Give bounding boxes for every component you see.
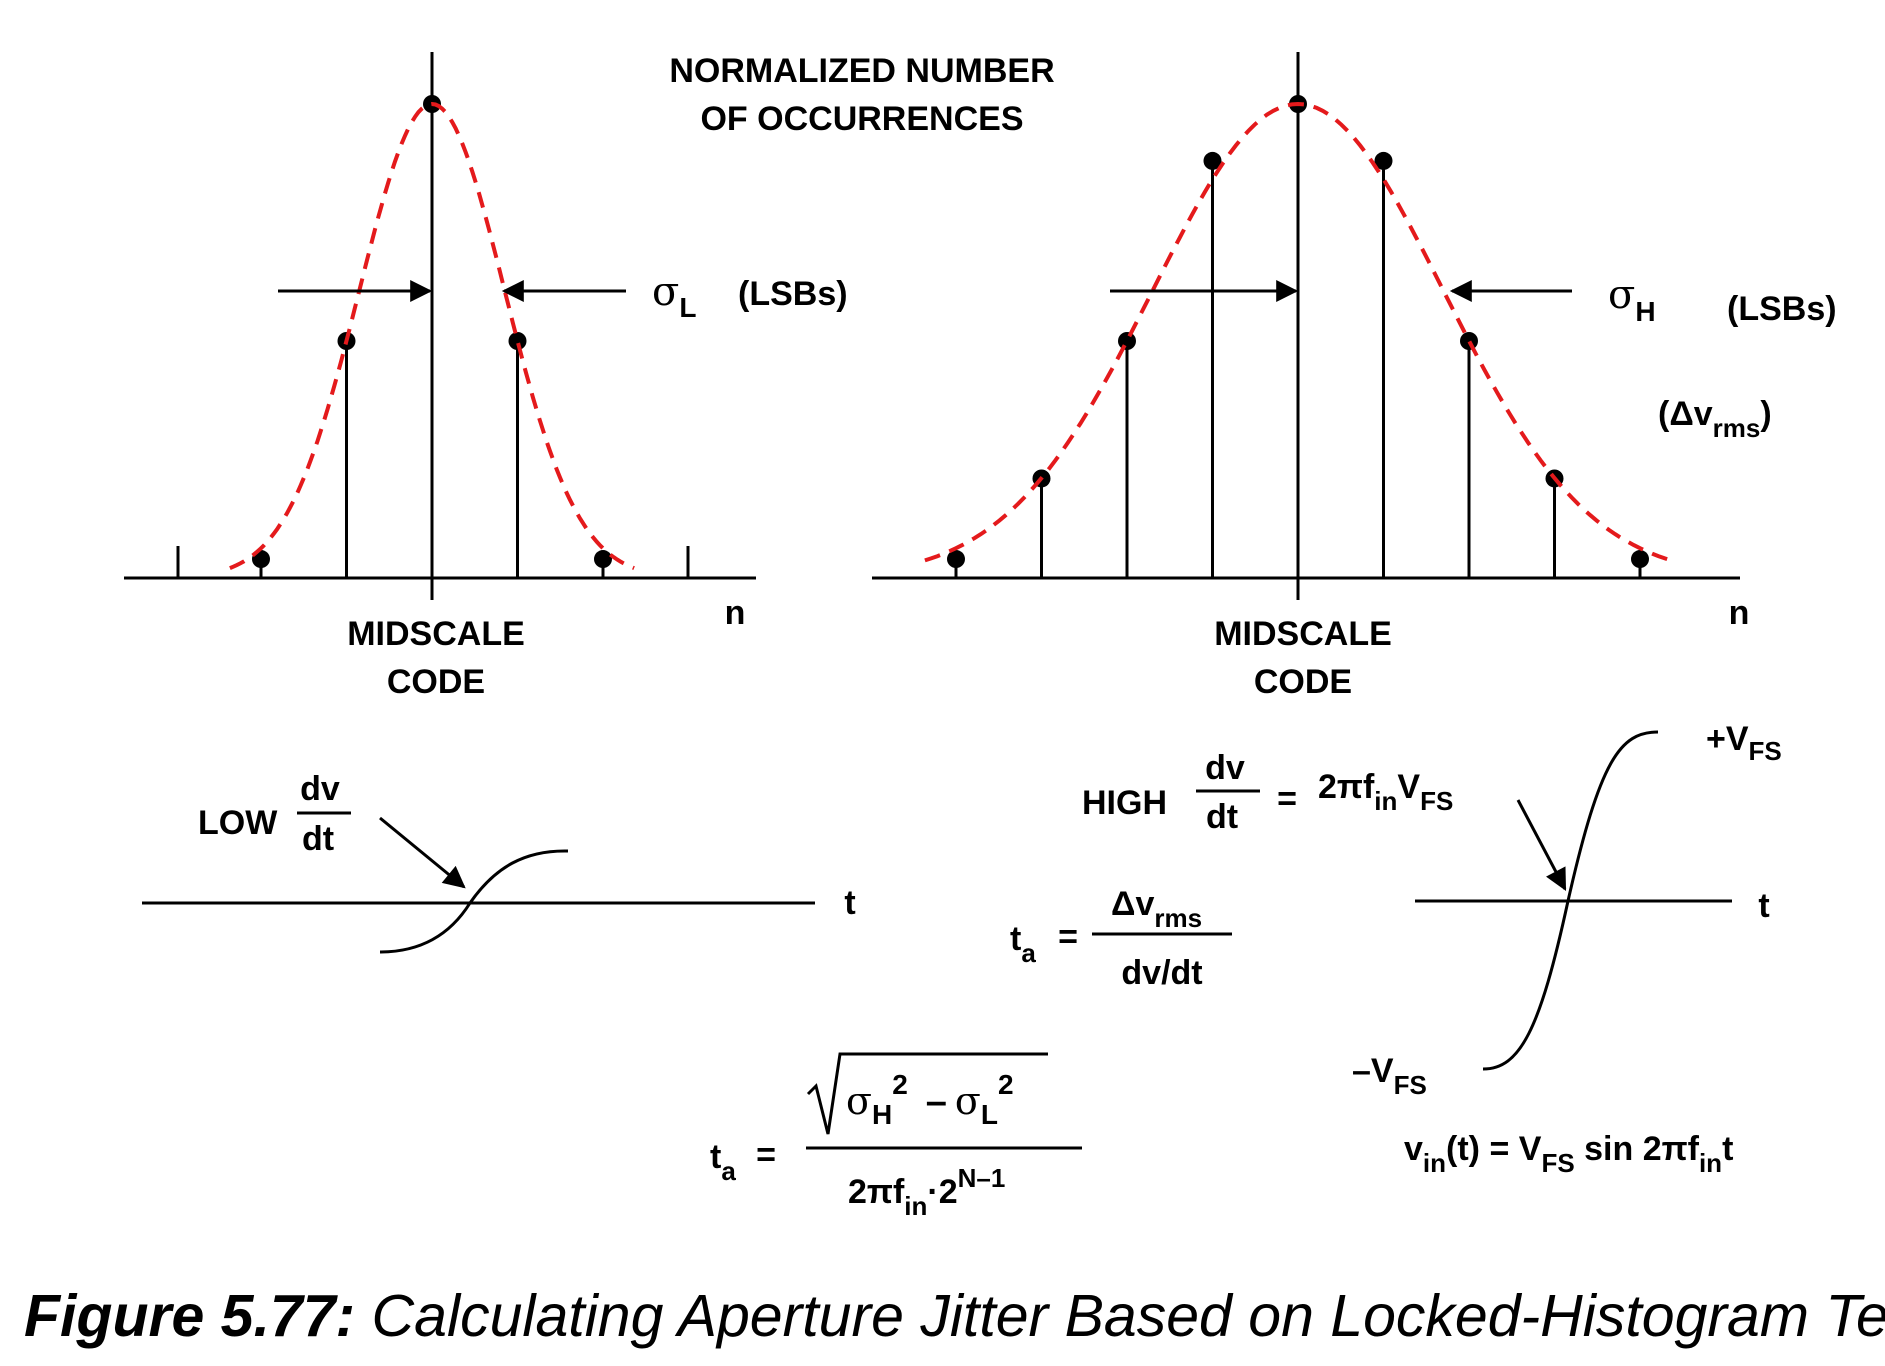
den-2pif: 2πf <box>848 1173 905 1211</box>
delta-v-close: ) <box>1760 395 1771 433</box>
right-histogram-point <box>1374 151 1393 170</box>
low-t-axis-label: t <box>844 884 855 922</box>
sigma-h-num-sub: H <box>872 1099 892 1130</box>
ta-sigma-t: t <box>710 1138 721 1176</box>
ta-dvdt-sub-a: a <box>1021 938 1036 968</box>
vin-sub-in-2: in <box>1699 1148 1722 1178</box>
left-gaussian-fit-curve <box>229 101 635 570</box>
right-histogram-point <box>1118 332 1136 350</box>
left-histogram-point <box>594 550 612 569</box>
vin-v: v <box>1404 1130 1423 1168</box>
figure-caption: Figure 5.77: Calculating Aperture Jitter… <box>24 1282 1885 1350</box>
header-line-2: OF OCCURRENCES <box>700 100 1023 138</box>
left-midscale-line-2: CODE <box>387 663 485 701</box>
ta-dvdt-equals: = <box>1058 918 1078 956</box>
sigma-h-num-sq: 2 <box>892 1069 908 1100</box>
vin-mid: (t) = V <box>1446 1130 1542 1168</box>
den-dot-2: ·2 <box>927 1173 957 1211</box>
low-slope-pointer-arrow <box>379 816 466 889</box>
minus-vfs-label: –VFS <box>1352 1052 1427 1100</box>
ta-dvdt-lhs: ta <box>1010 920 1036 968</box>
plus-vfs-sub: FS <box>1749 736 1782 766</box>
ta-sigma-sub-a: a <box>721 1156 736 1186</box>
sigma-l-subscript: L <box>679 292 696 323</box>
sigma-l-symbol: σ <box>652 269 679 315</box>
ta-dvdt-numerator: Δvrms <box>1111 885 1202 933</box>
right-n-axis-label: n <box>1729 594 1750 632</box>
delta-v-open: (Δv <box>1658 395 1713 433</box>
plus-vfs-label: +VFS <box>1706 720 1782 766</box>
high-slope-pointer-arrow <box>1516 799 1567 891</box>
low-dt-denominator: dt <box>302 820 334 858</box>
high-equals: = <box>1277 780 1297 818</box>
right-histogram-point <box>1203 151 1222 170</box>
high-slope-prefix: HIGH <box>1082 784 1167 822</box>
right-histogram-point <box>947 550 965 569</box>
ta-sigma-denominator: 2πfin·2N–1 <box>848 1163 1005 1221</box>
right-gaussian-fit-curve <box>924 101 1672 563</box>
high-slope-sine-wave <box>1482 730 1659 1071</box>
left-midscale-line-1: MIDSCALE <box>347 615 525 653</box>
low-dv-numerator: dv <box>300 770 340 808</box>
vin-equation: vin(t) = VFS sin 2πfint <box>1404 1130 1733 1178</box>
high-dv-numerator: dv <box>1205 749 1245 787</box>
ta-sigma-equals: = <box>756 1136 776 1174</box>
left-n-axis-label: n <box>725 594 746 632</box>
low-slope-prefix: LOW <box>198 804 278 842</box>
header-line-1: NORMALIZED NUMBER <box>669 52 1054 90</box>
high-dt-denominator: dt <box>1206 798 1238 836</box>
ta-dvdt-t: t <box>1010 920 1021 958</box>
minus-vfs-sub: FS <box>1394 1070 1427 1100</box>
sigma-l-num-symbol: σ <box>955 1079 981 1123</box>
sigma-minus: – <box>926 1081 947 1123</box>
left-histogram-point <box>508 332 527 350</box>
sigma-l-units: (LSBs) <box>738 275 848 313</box>
vin-sub-in: in <box>1423 1148 1446 1178</box>
high-rhs-sub-fs: FS <box>1420 786 1453 816</box>
ta-sigma-lhs: ta <box>710 1138 736 1186</box>
low-slope-sine-wave <box>379 849 569 954</box>
den-exp: N–1 <box>958 1163 1006 1193</box>
sigma-h-units: (LSBs) <box>1727 290 1837 328</box>
caption-text: Calculating Aperture Jitter Based on Loc… <box>355 1283 1885 1349</box>
right-histogram <box>872 52 1740 600</box>
high-t-axis-label: t <box>1758 887 1769 925</box>
sigma-h-symbol: σ <box>1608 272 1635 318</box>
sqrt-radical <box>806 1052 1048 1135</box>
vin-sin: sin 2πf <box>1575 1130 1700 1168</box>
high-rhs-2pif: 2πf <box>1318 768 1375 806</box>
sigma-l-num-sub: L <box>981 1099 998 1130</box>
left-histogram <box>124 52 756 600</box>
ta-dvdt-delta-v: Δv <box>1111 885 1154 923</box>
ta-sigma-numerator: σH2– σL2 <box>846 1069 1014 1130</box>
sigma-h-label: σH <box>1608 272 1656 327</box>
ta-dvdt-sub-rms: rms <box>1154 903 1202 933</box>
sigma-l-num-sq: 2 <box>998 1069 1014 1100</box>
right-midscale-line-1: MIDSCALE <box>1214 615 1392 653</box>
vin-t: t <box>1722 1130 1733 1168</box>
delta-v-subscript: rms <box>1713 413 1761 443</box>
delta-v-rms-label: (Δvrms) <box>1658 395 1772 443</box>
sigma-h-num-symbol: σ <box>846 1079 872 1123</box>
vin-sub-fs: FS <box>1541 1148 1574 1178</box>
right-midscale-line-2: CODE <box>1254 663 1352 701</box>
den-sub-in: in <box>904 1191 927 1221</box>
right-histogram-point <box>1460 332 1478 350</box>
plus-vfs-v: +V <box>1706 720 1749 758</box>
sigma-h-subscript: H <box>1635 296 1655 327</box>
ta-dvdt-denominator: dv/dt <box>1121 954 1202 992</box>
high-rhs-v: V <box>1397 768 1420 806</box>
high-slope-rhs: 2πfinVFS <box>1318 768 1453 816</box>
right-histogram-point <box>1631 550 1649 569</box>
minus-vfs-v: –V <box>1352 1052 1394 1090</box>
high-rhs-sub-in: in <box>1374 786 1397 816</box>
caption-label: Figure 5.77: <box>24 1283 356 1349</box>
sigma-l-label: σL <box>652 269 696 323</box>
